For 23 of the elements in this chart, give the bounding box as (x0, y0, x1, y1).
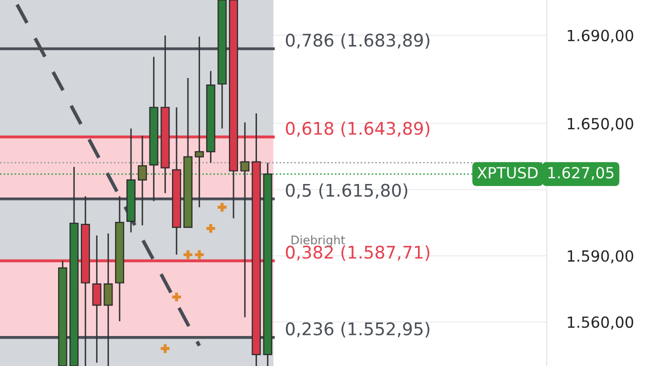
candlestick (240, 122, 250, 318)
candlestick (92, 234, 102, 364)
y-tick-label: 1.590,00 (568, 250, 634, 264)
point (160, 344, 170, 353)
ref-line-label: 1.627,05 (548, 166, 614, 180)
point (194, 250, 204, 260)
y-tick-label: 1.650,00 (568, 118, 634, 132)
ref-line-label: 0,786 (1.683,89) (286, 33, 430, 49)
point (218, 202, 227, 212)
ref-line-label: 0,236 (1.552,95) (286, 322, 430, 338)
y-tick-label: 1.690,00 (568, 30, 634, 43)
point (184, 250, 192, 260)
ref-line-label: 0,382 (1.587,71) (286, 245, 430, 261)
ref-line-label: 0,5 (1.615,80) (286, 183, 408, 199)
ref-line-label: 0,618 (1.643,89) (286, 122, 430, 137)
point (206, 224, 216, 233)
candlestick (194, 36, 204, 208)
annotation: XPTUSD (477, 166, 538, 179)
point (172, 292, 181, 302)
y-tick-label: 1.560,00 (568, 316, 634, 330)
candlestick (138, 134, 147, 226)
annotation: Diebright (292, 235, 346, 247)
candlestick (104, 232, 113, 366)
